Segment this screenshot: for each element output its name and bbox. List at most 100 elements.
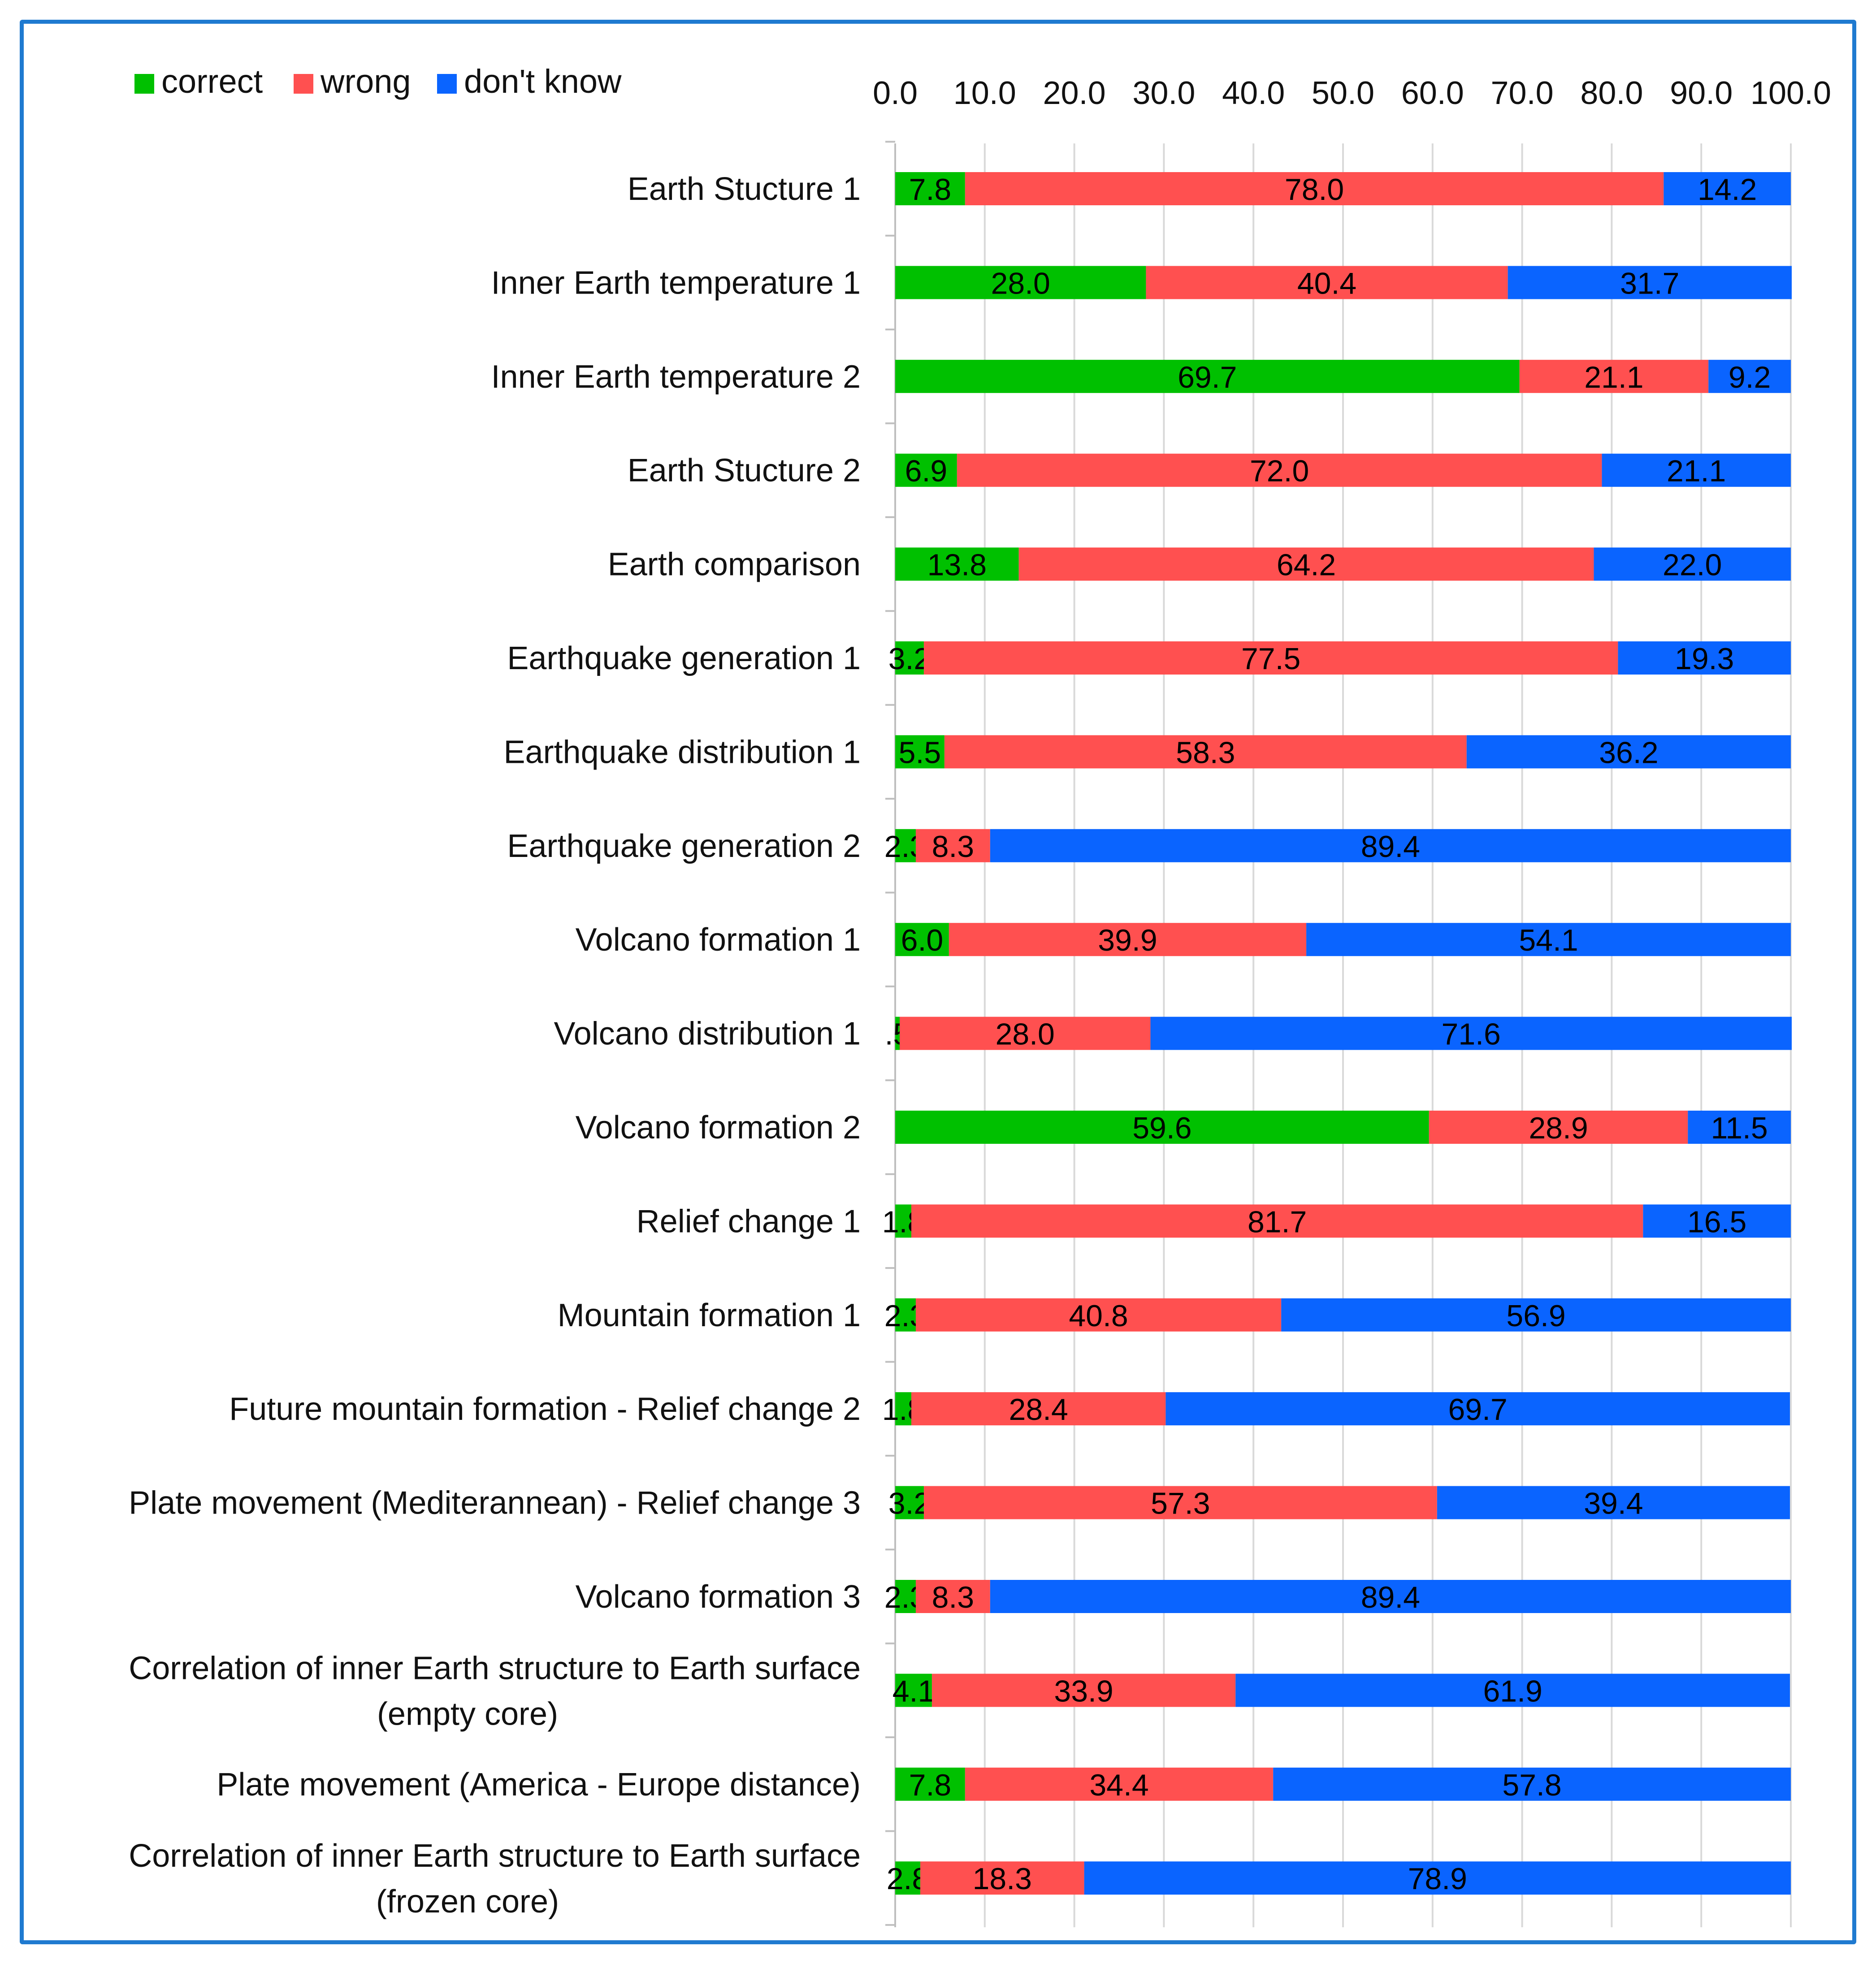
data-label: 69.7 — [1448, 1393, 1508, 1427]
data-label: 61.9 — [1483, 1674, 1542, 1708]
data-label: 71.6 — [1442, 1017, 1501, 1051]
bar-don-t-know — [990, 829, 1791, 862]
bar-correct — [895, 359, 1520, 393]
bar-don-t-know — [1466, 735, 1791, 769]
data-label: 7.8 — [909, 173, 952, 207]
bar-don-t-know — [1602, 454, 1791, 487]
bar-wrong — [944, 735, 1467, 769]
bar-correct — [895, 735, 944, 769]
data-label: 34.4 — [1089, 1768, 1148, 1802]
data-label: 7.8 — [909, 1768, 952, 1802]
bar-wrong — [915, 1298, 1282, 1332]
data-label: 36.2 — [1599, 735, 1658, 770]
category-label: Earthquake distribution 1 — [504, 734, 861, 770]
data-label: 3.2 — [888, 642, 931, 676]
bar-correct — [895, 1204, 911, 1238]
bar-wrong — [911, 1204, 1643, 1238]
data-label: 5.5 — [899, 735, 941, 770]
x-tick-label: 100.0 — [1750, 75, 1831, 111]
data-label: 9.2 — [1729, 360, 1771, 394]
data-label: 19.3 — [1675, 642, 1734, 676]
bar-don-t-know — [1618, 641, 1791, 675]
category-label: Inner Earth temperature 2 — [491, 359, 861, 395]
bar-wrong — [932, 1674, 1236, 1707]
data-label: 21.1 — [1584, 360, 1643, 394]
data-label: 64.2 — [1277, 548, 1336, 582]
bar-correct — [895, 547, 1019, 581]
bar-correct — [895, 1580, 916, 1613]
bar-don-t-know — [1235, 1674, 1790, 1707]
data-label: 89.4 — [1361, 1580, 1420, 1614]
bar-wrong — [957, 454, 1602, 487]
bar-correct — [895, 1111, 1429, 1144]
data-label: 81.7 — [1248, 1205, 1307, 1239]
x-tick-label: 10.0 — [953, 75, 1016, 111]
category-label: Earth Stucture 2 — [628, 453, 861, 489]
data-label: 40.8 — [1069, 1299, 1128, 1333]
legend-label: wrong — [320, 63, 411, 100]
data-label: 77.5 — [1241, 642, 1300, 676]
data-label: 33.9 — [1054, 1674, 1113, 1708]
chart-frame — [20, 20, 1856, 1944]
data-label: 58.3 — [1176, 735, 1235, 770]
data-label: 31.7 — [1620, 266, 1679, 300]
data-label: 16.5 — [1687, 1205, 1746, 1239]
bar-don-t-know — [1273, 1767, 1791, 1801]
legend-swatch — [134, 74, 154, 94]
bar-don-t-know — [1643, 1204, 1791, 1238]
data-label: 6.0 — [901, 923, 944, 957]
bar-correct — [895, 923, 949, 956]
data-label: 18.3 — [973, 1862, 1032, 1896]
x-tick-label: 50.0 — [1312, 75, 1374, 111]
bar-wrong — [915, 1580, 990, 1613]
data-label: 40.4 — [1297, 266, 1356, 300]
bar-wrong — [920, 1861, 1084, 1895]
category-label: Earthquake generation 2 — [507, 828, 861, 864]
bar-correct — [895, 1298, 916, 1332]
bar-wrong — [949, 923, 1307, 956]
bar-correct — [895, 172, 965, 205]
x-tick-label: 60.0 — [1401, 75, 1464, 111]
category-label: Volcano formation 2 — [576, 1110, 861, 1146]
bar-don-t-know — [1437, 1486, 1790, 1519]
data-label: 4.1 — [893, 1674, 935, 1708]
bar-don-t-know — [1688, 1111, 1791, 1144]
bar-correct — [895, 829, 916, 862]
bar-correct — [895, 454, 957, 487]
x-tick-label: 90.0 — [1670, 75, 1733, 111]
bar-don-t-know — [1708, 359, 1791, 393]
x-tick-label: 30.0 — [1132, 75, 1195, 111]
bar-wrong — [965, 1767, 1274, 1801]
bar-wrong — [923, 641, 1618, 675]
bar-don-t-know — [1281, 1298, 1791, 1332]
data-label: 14.2 — [1698, 173, 1757, 207]
data-label: 28.9 — [1529, 1111, 1588, 1145]
bar-correct — [895, 1674, 932, 1707]
bar-wrong — [899, 1017, 1151, 1050]
data-label: 11.5 — [1711, 1111, 1768, 1145]
bar-don-t-know — [1664, 172, 1791, 205]
bar-don-t-know — [1594, 547, 1791, 581]
data-label: 28.0 — [996, 1017, 1055, 1051]
data-label: 8.3 — [932, 830, 975, 864]
data-label: 28.0 — [991, 266, 1050, 300]
data-label: 89.4 — [1361, 830, 1420, 864]
bar-don-t-know — [1150, 1017, 1792, 1050]
category-label: Earth Stucture 1 — [628, 171, 861, 207]
bar-correct — [895, 1861, 920, 1895]
bar-don-t-know — [1306, 923, 1791, 956]
bar-correct — [895, 1392, 911, 1426]
data-label: 59.6 — [1132, 1111, 1191, 1145]
bar-don-t-know — [1084, 1861, 1791, 1895]
bar-correct — [895, 641, 924, 675]
category-label: Future mountain formation - Relief chang… — [229, 1391, 861, 1427]
bar-wrong — [911, 1392, 1166, 1426]
x-tick-label: 80.0 — [1580, 75, 1643, 111]
legend-label: correct — [161, 63, 263, 100]
bar-wrong — [923, 1486, 1437, 1519]
data-label: 56.9 — [1506, 1299, 1565, 1333]
data-label: 22.0 — [1663, 548, 1722, 582]
data-label: 6.9 — [905, 454, 948, 488]
category-label: Relief change 1 — [637, 1203, 861, 1239]
category-label: Volcano distribution 1 — [554, 1016, 861, 1052]
